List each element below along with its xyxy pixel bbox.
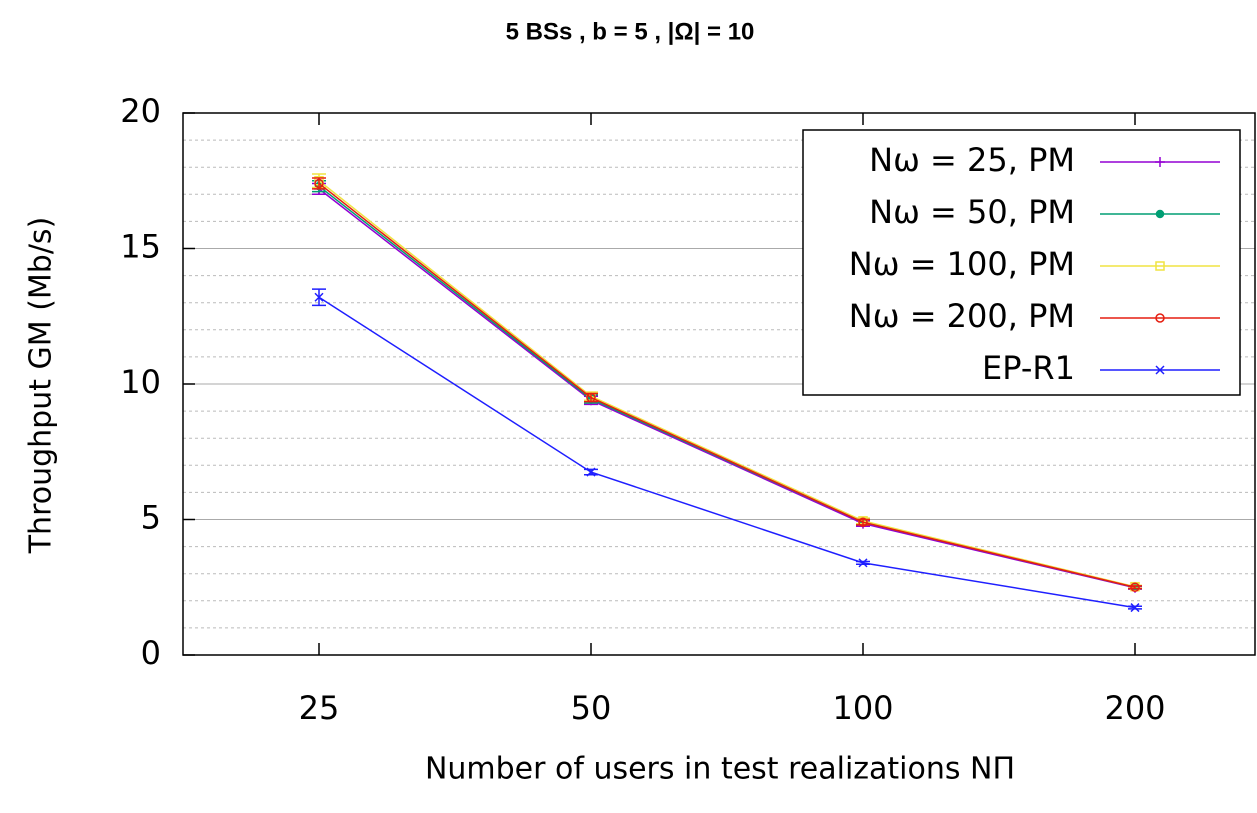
x-axis-label: Number of users in test realizations NΠ bbox=[425, 752, 1015, 787]
marker bbox=[1155, 261, 1165, 271]
legend-label: Nω = 25, PM bbox=[869, 141, 1075, 179]
series-line bbox=[318, 188, 1136, 589]
legend-label: EP-R1 bbox=[982, 349, 1075, 387]
marker bbox=[314, 292, 324, 302]
legend-box bbox=[802, 129, 1241, 396]
y-tick-label: 5 bbox=[141, 499, 161, 537]
marker bbox=[586, 467, 596, 477]
series-line bbox=[318, 180, 1136, 588]
x-tick-label: 50 bbox=[571, 689, 612, 727]
marker bbox=[1155, 313, 1165, 323]
y-tick-label: 20 bbox=[120, 92, 161, 130]
marker bbox=[1155, 157, 1165, 167]
legend-label: Nω = 50, PM bbox=[869, 193, 1075, 231]
marker bbox=[1130, 582, 1140, 592]
error-bar bbox=[856, 518, 870, 526]
x-tick-label: 200 bbox=[1104, 689, 1165, 727]
marker bbox=[314, 178, 324, 189]
series-line bbox=[318, 182, 1136, 588]
legend-label: Nω = 100, PM bbox=[849, 245, 1075, 283]
x-tick-label: 25 bbox=[299, 689, 340, 727]
marker bbox=[1130, 603, 1140, 613]
series-line bbox=[318, 296, 1136, 609]
marker bbox=[858, 558, 868, 568]
legend-label: Nω = 200, PM bbox=[849, 297, 1075, 335]
marker bbox=[1155, 365, 1165, 375]
y-tick-label: 0 bbox=[141, 634, 161, 672]
series bbox=[312, 177, 1142, 592]
x-tick-label: 100 bbox=[832, 689, 893, 727]
plot-frame bbox=[182, 112, 1256, 656]
chart-title: 5 BSs , b = 5 , |Ω| = 10 bbox=[506, 18, 755, 45]
marker bbox=[586, 392, 596, 403]
error-bar bbox=[1128, 585, 1142, 590]
marker bbox=[858, 517, 868, 527]
y-axis-label: Throughput GM (Mb/s) bbox=[24, 217, 59, 555]
y-tick-label: 15 bbox=[120, 228, 161, 266]
series bbox=[312, 288, 1142, 613]
marker bbox=[1155, 209, 1165, 219]
y-tick-label: 10 bbox=[120, 363, 161, 401]
